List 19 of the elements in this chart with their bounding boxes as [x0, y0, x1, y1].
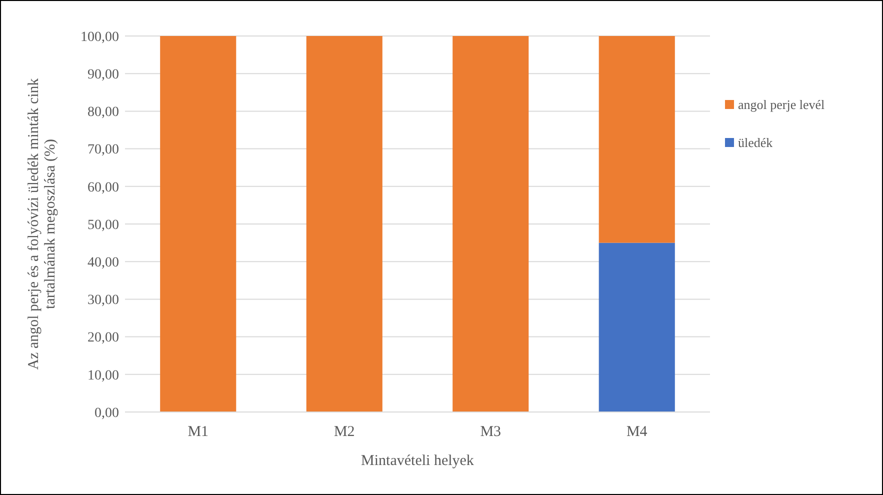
y-axis-title: Az angol perje és a folyóvízi üledék minták cink tartalmának megoszlása (%) — [26, 78, 58, 370]
legend-label: üledék — [738, 135, 774, 150]
y-tick-label: 70,00 — [88, 142, 119, 158]
y-tick-label: 50,00 — [88, 218, 119, 233]
y-tick-label: 40,00 — [88, 256, 119, 270]
y-tick-label: 10,00 — [88, 368, 119, 384]
y-tick-label: 30,00 — [88, 293, 119, 308]
y-tick-label: 80,00 — [88, 105, 119, 120]
x-tick-label: M1 — [188, 424, 209, 440]
x-tick-label: M3 — [480, 424, 502, 440]
y-tick-label: 100,00 — [80, 30, 119, 45]
y-tick-label: 20,00 — [88, 330, 119, 346]
x-tick-label: M2 — [334, 424, 355, 440]
y-tick-label: 0,00 — [94, 406, 119, 421]
y-tick-label: 60,00 — [88, 180, 119, 196]
y-tick-label: 90,00 — [88, 68, 119, 82]
legend-label: angol perje levél — [738, 97, 826, 112]
x-tick-label: M4 — [626, 424, 648, 440]
x-axis-title: Mintavételi helyek — [361, 453, 474, 469]
